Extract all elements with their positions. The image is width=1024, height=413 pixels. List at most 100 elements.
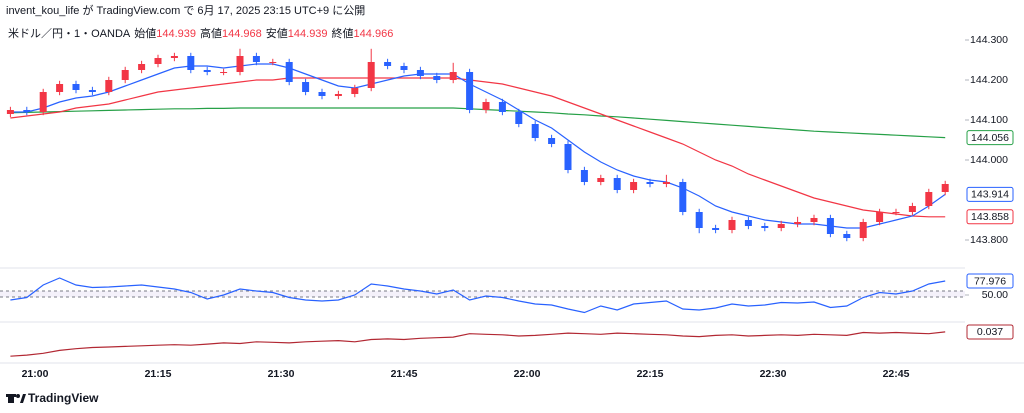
candle-body — [416, 70, 424, 76]
candle-body — [630, 182, 638, 190]
candle-body — [220, 72, 228, 73]
footer-brand: TradingView — [28, 391, 99, 405]
candle-body — [400, 66, 408, 70]
quote-value: 144.968 — [222, 28, 262, 40]
candle-body — [498, 102, 506, 112]
candle-body — [548, 138, 556, 144]
candle-body — [695, 212, 703, 228]
last-value-label: 77.976 — [974, 275, 1006, 287]
candle-body — [876, 212, 884, 222]
indicator-line — [10, 107, 946, 139]
candle-body — [892, 212, 900, 213]
candle-body — [925, 192, 933, 206]
candle-body — [433, 76, 441, 80]
quote-name: 始値 — [134, 26, 156, 40]
last-value-tag — [966, 209, 1014, 225]
x-tick-label: 22:15 — [637, 368, 664, 380]
candle-body — [367, 62, 375, 88]
rsi-band — [0, 291, 965, 297]
candle-body — [154, 58, 162, 64]
candle-body — [285, 62, 293, 82]
y-tick-label: 143.800 — [970, 234, 1008, 246]
quote-name: 終値 — [332, 26, 354, 40]
x-tick-label: 21:45 — [391, 368, 418, 380]
candle-body — [384, 62, 392, 66]
candle-body — [121, 70, 129, 80]
candle-body — [6, 110, 14, 114]
candle-body — [662, 182, 670, 184]
candle-body — [859, 222, 867, 238]
candle-body — [843, 234, 851, 238]
x-tick-label: 21:15 — [145, 368, 172, 380]
candle-body — [334, 94, 342, 96]
x-tick-label: 21:00 — [22, 368, 49, 380]
indicator-line — [10, 63, 946, 229]
candle-body — [794, 222, 802, 224]
indicator-line — [10, 331, 946, 357]
candle-body — [744, 220, 752, 226]
candle-body — [597, 178, 605, 182]
candle-body — [679, 182, 687, 212]
last-value-tag — [966, 186, 1014, 202]
candle-body — [777, 224, 785, 228]
last-value-tag — [966, 273, 1014, 289]
candle-body — [826, 218, 834, 234]
quote-value: 144.939 — [156, 28, 196, 40]
candle-body — [728, 220, 736, 230]
y-tick-label: 144.000 — [970, 154, 1008, 166]
candle-body — [252, 56, 260, 62]
last-value-tag — [966, 130, 1014, 146]
candle-body — [908, 206, 916, 212]
candle-body — [39, 92, 47, 112]
x-tick-label: 21:30 — [268, 368, 295, 380]
quote-value: 144.939 — [288, 28, 328, 40]
candle-body — [318, 92, 326, 96]
y-tick-label: 144.100 — [970, 114, 1008, 126]
candle-body — [138, 64, 146, 70]
candle-body — [88, 90, 96, 92]
candle-body — [105, 80, 113, 92]
quote-value: 144.966 — [354, 28, 394, 40]
y-tick-label: 50.00 — [982, 289, 1008, 301]
x-tick-label: 22:30 — [760, 368, 787, 380]
indicator-line — [10, 277, 946, 314]
candle-body — [203, 70, 211, 72]
candle-body — [531, 124, 539, 138]
candle-body — [941, 184, 949, 192]
candle-body — [236, 56, 244, 72]
quote-line: 米ドル／円・1・OANDA 始値144.939 高値144.968 安値144.939… — [8, 26, 393, 40]
candle-body — [646, 182, 654, 184]
x-tick-label: 22:00 — [514, 368, 541, 380]
last-value-label: 143.858 — [971, 211, 1009, 223]
candle-body — [187, 56, 195, 70]
candle-body — [761, 226, 769, 228]
candle-body — [351, 88, 359, 94]
last-value-label: 0.037 — [977, 326, 1003, 338]
header-title: invent_kou_life が TradingView.com で 6月 1… — [6, 3, 365, 17]
candle-body — [613, 178, 621, 190]
y-tick-label: 144.300 — [970, 34, 1008, 46]
logo — [6, 394, 26, 403]
candle-body — [23, 110, 31, 112]
candle-body — [482, 102, 490, 110]
candle-body — [56, 84, 64, 92]
indicator-line — [10, 77, 946, 218]
quote-name: 高値 — [200, 26, 222, 40]
candle-body — [466, 72, 474, 110]
candle-body — [712, 228, 720, 230]
quote-name: 安値 — [266, 26, 288, 40]
candle-body — [515, 112, 523, 124]
candle-body — [302, 82, 310, 92]
candle-body — [269, 62, 277, 63]
y-tick-label: 144.200 — [970, 74, 1008, 86]
candle-body — [810, 218, 818, 222]
x-tick-label: 22:45 — [883, 368, 910, 380]
candle-body — [170, 56, 178, 58]
candle-body — [580, 170, 588, 182]
symbol: 米ドル／円・1・OANDA — [8, 27, 131, 40]
candle-body — [564, 144, 572, 170]
last-value-tag — [966, 324, 1014, 340]
last-value-label: 143.914 — [971, 189, 1009, 201]
